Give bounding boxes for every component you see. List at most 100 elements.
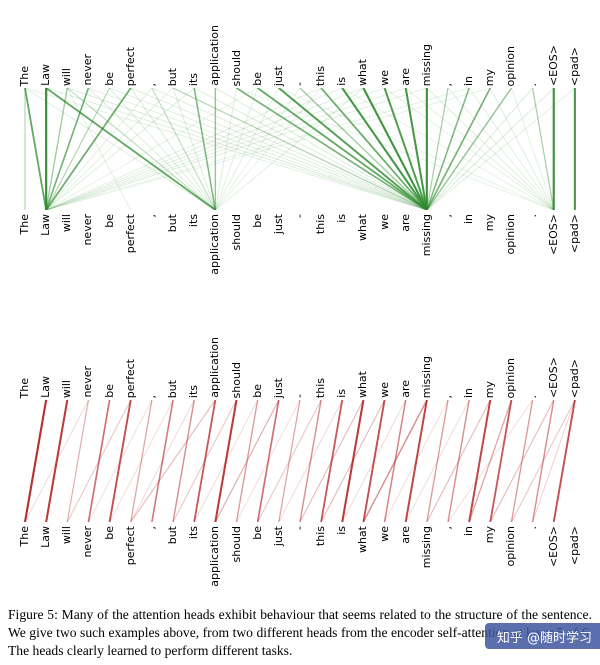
attention-line [109, 88, 216, 210]
token-label: is [335, 214, 349, 223]
attention-line [24, 88, 216, 210]
attention-line [426, 400, 491, 522]
attention-line [299, 400, 322, 522]
token-label: <pad> [567, 46, 581, 86]
attention-line [88, 88, 216, 210]
attention-lines-red [23, 400, 576, 522]
attention-line [236, 88, 554, 210]
attention-line [24, 400, 89, 522]
attention-line [45, 88, 322, 210]
attention-line [510, 400, 534, 522]
attention-line [531, 400, 555, 522]
attention-line [426, 88, 576, 210]
token-label: perfect [123, 214, 137, 254]
token-label: perfect [123, 526, 137, 566]
token-label: be [250, 72, 264, 86]
token-label: <pad> [567, 214, 581, 254]
attention-line [215, 88, 301, 210]
attention-line [130, 400, 216, 522]
attention-line [362, 400, 428, 522]
attention-line [447, 400, 533, 522]
token-label: are [398, 214, 412, 232]
token-label: be [250, 214, 264, 228]
attention-line [384, 400, 449, 522]
token-label: <EOS> [546, 44, 560, 86]
token-label: Law [39, 214, 53, 236]
attention-line [66, 88, 132, 210]
attention-line [193, 88, 217, 210]
token-label: should [229, 214, 243, 251]
attention-line [278, 400, 343, 522]
attention-line [172, 400, 195, 522]
attention-panel-red: The Law will never be perfect, but its applicati… [0, 318, 600, 604]
token-label: its [187, 526, 201, 540]
token-label: <pad> [567, 526, 581, 566]
attention-line [214, 88, 280, 210]
attention-line [320, 400, 386, 522]
attention-line [236, 88, 428, 210]
token-label: The [18, 65, 31, 86]
attention-line [88, 400, 153, 522]
token-label: perfect [123, 358, 137, 398]
attention-line [109, 88, 428, 210]
attention-line [426, 88, 492, 210]
token-label: be [102, 72, 116, 86]
token-label: we [377, 70, 391, 86]
token-label: we [377, 214, 391, 230]
attention-line [45, 88, 195, 210]
token-label: be [250, 526, 264, 540]
token-label: but [166, 214, 180, 233]
attention-line [45, 400, 69, 522]
attention-line [45, 88, 364, 210]
token-label: are [398, 526, 412, 544]
attention-line [447, 88, 555, 210]
token-label: The [18, 526, 31, 547]
token-label: Law [39, 376, 53, 398]
attention-line [214, 400, 280, 522]
attention-line [151, 400, 174, 522]
token-label: this [314, 377, 328, 398]
attention-line [214, 88, 237, 210]
token-label: The [18, 214, 31, 235]
attention-line [362, 400, 386, 522]
attention-line [257, 400, 322, 522]
token-label: but [166, 67, 180, 86]
token-label: missing [419, 43, 433, 86]
attention-line [24, 88, 48, 210]
attention-line [426, 88, 513, 210]
top-token-row: The Law will never be perfect, but its applicati… [0, 6, 600, 88]
token-label: The [18, 377, 31, 398]
attention-line [151, 88, 216, 210]
attention-line [46, 88, 470, 210]
attention-line [299, 88, 428, 210]
attention-line [257, 88, 428, 210]
token-label: . [525, 526, 539, 530]
token-label: are [398, 68, 412, 86]
token-label: <pad> [567, 358, 581, 398]
token-label: is [335, 389, 349, 398]
attention-line [426, 88, 533, 210]
attention-line [172, 400, 237, 522]
token-label: will [60, 214, 74, 233]
attention-line [341, 88, 428, 210]
token-label: just [271, 526, 285, 547]
attention-line [46, 88, 491, 210]
token-label: what [356, 58, 370, 86]
token-label: . [525, 394, 539, 399]
token-label: <EOS> [546, 526, 560, 568]
token-label: we [377, 526, 391, 542]
token-label: this [314, 214, 328, 235]
attention-line [235, 400, 259, 522]
token-label: but [166, 379, 180, 398]
token-label: my [483, 214, 497, 232]
token-label: in [462, 214, 476, 225]
token-label: , [144, 82, 158, 87]
attention-line [383, 88, 428, 210]
token-label: Law [39, 64, 53, 86]
attention-line [87, 400, 111, 522]
token-label: opinion [504, 526, 518, 567]
attention-line [66, 400, 132, 522]
attention-line [214, 88, 259, 210]
attention-line [468, 400, 513, 522]
